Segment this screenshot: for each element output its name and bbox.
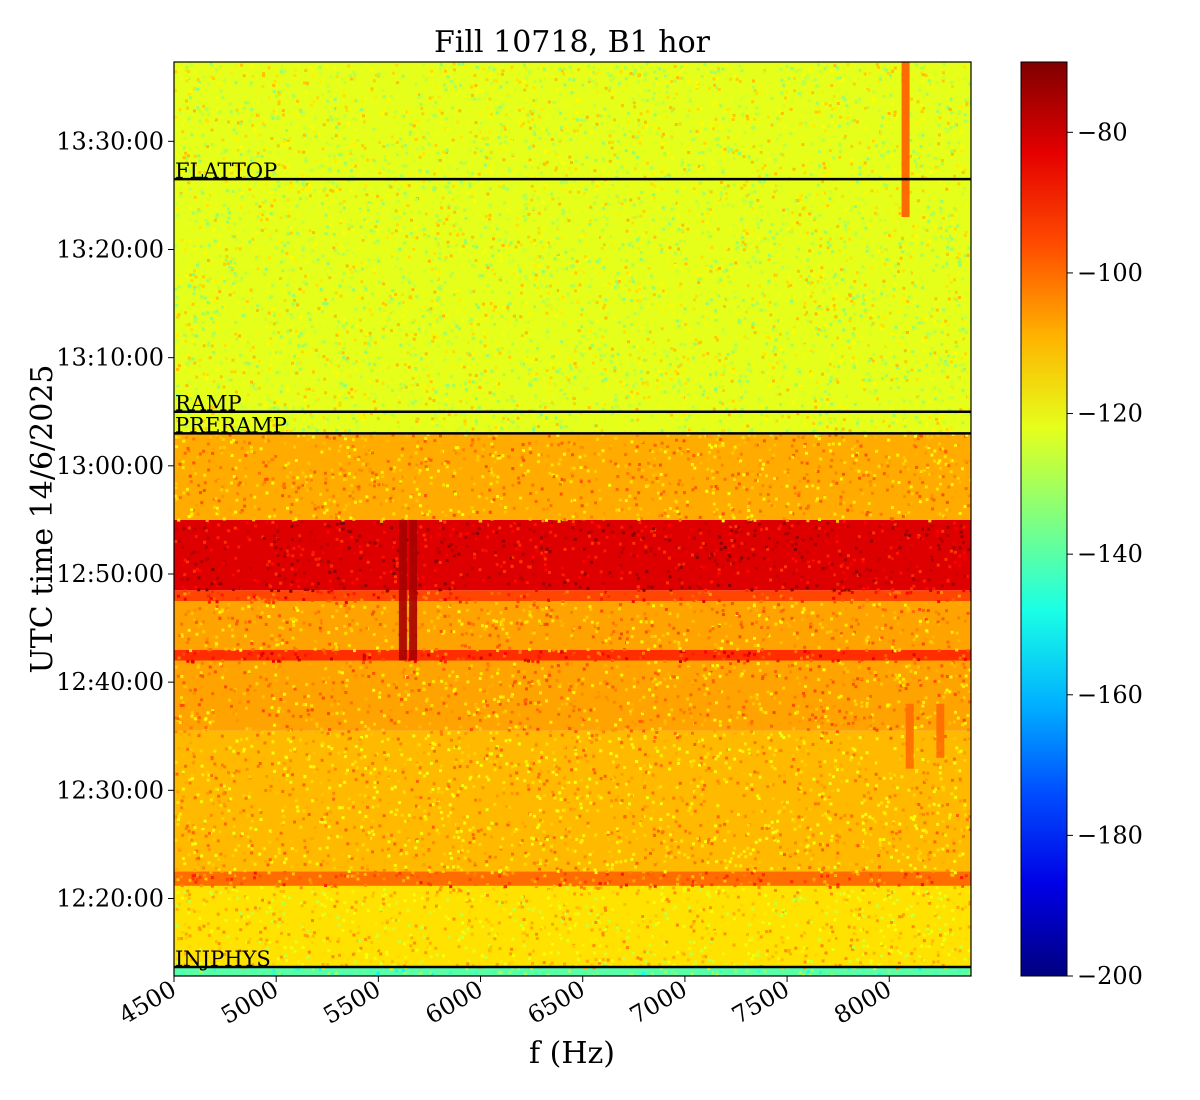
level-band-1 [174,885,971,967]
y-tick-label: 12:40:00 [56,668,164,696]
x-axis-ticks: 4500 5000 5500 6000 6500 7000 7500 8000 [114,975,896,1030]
colorbar-tick-label: −140 [1077,540,1143,568]
y-tick-label: 13:00:00 [56,452,164,480]
chart-title: Fill 10718, B1 hor [434,25,711,60]
y-tick-label: 12:30:00 [56,776,164,804]
plot-frame [173,61,972,977]
x-tick-label: 5500 [318,975,385,1030]
x-tick-label: 8000 [829,975,896,1030]
y-tick-label: 13:10:00 [56,344,164,372]
y-axis-label: UTC time 14/6/2025 [25,365,60,674]
level-band-8 [174,519,971,591]
feature-line-0 [398,519,407,661]
x-axis-label: f (Hz) [529,1036,615,1071]
marker-label-injphys: INJPHYS [175,947,271,971]
level-band-5 [174,649,971,661]
colorbar-tick-label: −200 [1077,962,1143,990]
colorbar-tick-label: −180 [1077,821,1143,849]
level-band-10 [174,62,971,434]
y-tick-label: 12:20:00 [56,884,164,912]
colorbar-ticks: −200 −180 −160 −140 −120 −100 −80 [1067,118,1143,990]
level-band-0 [174,966,971,976]
marker-label-flattop: FLATTOP [175,159,277,183]
feature-line-4 [936,703,945,758]
feature-line-3 [905,703,914,769]
y-tick-label: 12:50:00 [56,560,164,588]
x-tick-label: 7500 [727,975,794,1030]
x-tick-label: 6000 [421,975,488,1030]
colorbar-tick-label: −160 [1077,681,1143,709]
marker-label-ramp: RAMP [175,392,242,416]
colorbar-tick-label: −100 [1077,259,1143,287]
level-band-4 [174,660,971,731]
colorbar [1020,61,1068,977]
y-tick-label: 13:20:00 [56,235,164,263]
x-tick-label: 4500 [114,975,181,1030]
level-band-7 [174,590,971,602]
feature-line-1 [409,519,418,661]
y-axis-ticks: 12:20:00 12:30:00 12:40:00 12:50:00 13:00:00… [56,127,174,912]
x-tick-label: 7000 [625,975,692,1030]
spectrogram-heatmap [174,62,971,976]
feature-line-2 [901,62,910,218]
x-tick-label: 6500 [523,975,590,1030]
colorbar-tick-label: −120 [1077,400,1143,428]
x-tick-label: 5000 [216,975,283,1030]
speckle-texture [174,62,971,976]
y-tick-label: 13:30:00 [56,127,164,155]
colorbar-tick-label: −80 [1077,118,1128,146]
level-band-6 [174,601,971,650]
marker-label-preramp: PRERAMP [175,413,287,437]
